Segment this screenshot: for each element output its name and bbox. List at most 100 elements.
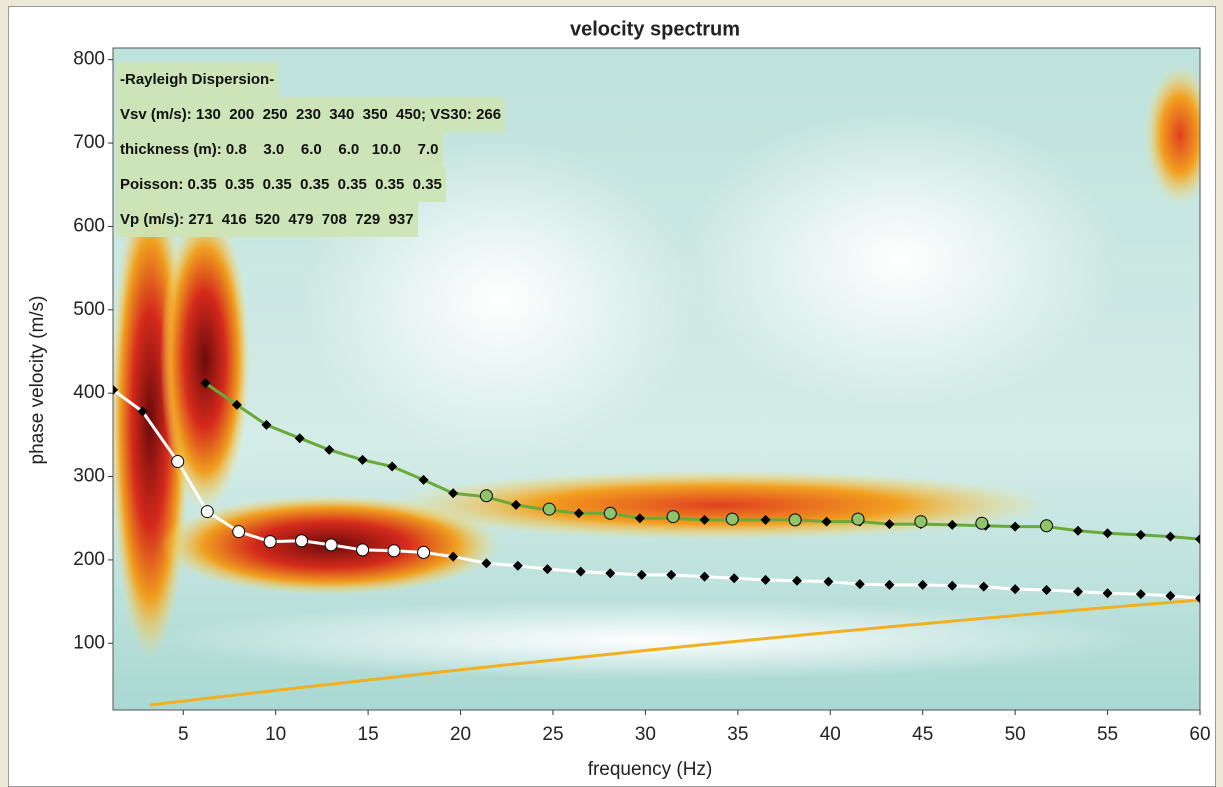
y-tick-label: 200 [73, 549, 105, 570]
diamond-marker [324, 444, 335, 455]
circle-marker [725, 512, 739, 526]
diamond-marker [418, 474, 429, 485]
diamond-marker [729, 573, 740, 584]
diamond-marker [357, 454, 368, 465]
diamond-marker [387, 461, 398, 472]
diamond-marker [231, 399, 242, 410]
diamond-marker [1041, 584, 1052, 595]
diamond-marker [791, 575, 802, 586]
diamond-marker [1010, 521, 1021, 532]
x-tick-label: 30 [635, 724, 656, 745]
diamond-marker [137, 406, 148, 417]
diamond-marker [699, 571, 710, 582]
diamond-marker [575, 566, 586, 577]
diamond-marker [512, 560, 523, 571]
circle-marker [542, 502, 556, 516]
x-tick-label: 50 [1005, 724, 1026, 745]
diamond-marker [511, 499, 522, 510]
diamond-marker [823, 576, 834, 587]
diamond-marker [821, 516, 832, 527]
diamond-marker [634, 513, 645, 524]
y-tick-label: 100 [73, 632, 105, 653]
diamond-marker [1072, 586, 1083, 597]
info-line: Vsv (m/s): 130 200 250 230 340 350 450; … [116, 97, 506, 132]
info-line: -Rayleigh Dispersion- [116, 62, 279, 97]
diamond-marker [1072, 525, 1083, 536]
diamond-marker [978, 581, 989, 592]
diamond-marker [605, 568, 616, 579]
circle-marker [666, 510, 680, 524]
circle-marker [1040, 519, 1054, 533]
diamond-marker [294, 433, 305, 444]
diamond-marker [200, 378, 211, 389]
diamond-marker [542, 564, 553, 575]
y-tick-label: 500 [73, 299, 105, 320]
diamond-marker [448, 551, 459, 562]
circle-marker [171, 455, 185, 469]
x-tick-label: 40 [820, 724, 841, 745]
y-tick-label: 300 [73, 466, 105, 487]
plot-frame [112, 47, 1201, 711]
circle-marker [851, 512, 865, 526]
x-tick-label: 45 [912, 724, 933, 745]
info-line: thickness (m): 0.8 3.0 6.0 6.0 10.0 7.0 [116, 132, 443, 167]
circle-marker [975, 516, 989, 530]
x-tick-label: 10 [265, 724, 286, 745]
diamond-marker [1195, 593, 1200, 604]
x-axis-label: frequency (Hz) [588, 759, 713, 780]
circle-marker [295, 534, 309, 548]
diamond-marker [1135, 529, 1146, 540]
diamond-marker [947, 580, 958, 591]
circle-marker [387, 544, 401, 558]
y-tick-label: 400 [73, 382, 105, 403]
diamond-marker [854, 579, 865, 590]
diamond-marker [947, 519, 958, 530]
x-tick-label: 35 [727, 724, 748, 745]
circle-marker [603, 506, 617, 520]
diamond-marker [884, 519, 895, 530]
diamond-marker [261, 419, 272, 430]
circle-marker [356, 543, 370, 557]
diamond-marker [1165, 531, 1176, 542]
circle-marker [914, 515, 928, 529]
diamond-marker [884, 579, 895, 590]
diamond-marker [760, 574, 771, 585]
info-line: Poisson: 0.35 0.35 0.35 0.35 0.35 0.35 0… [116, 167, 446, 202]
diamond-marker [1010, 584, 1021, 595]
y-axis-label: phase velocity (m/s) [27, 296, 48, 465]
y-tick-label: 800 [73, 49, 105, 70]
circle-marker [479, 489, 493, 503]
diamond-marker [666, 569, 677, 580]
info-line: Vp (m/s): 271 416 520 479 708 729 937 [116, 202, 418, 237]
circle-marker [232, 525, 246, 539]
x-tick-label: 15 [358, 724, 379, 745]
diamond-marker [481, 558, 492, 569]
x-tick-label: 20 [450, 724, 471, 745]
diamond-marker [699, 514, 710, 525]
curves [113, 378, 1200, 604]
y-tick-label: 700 [73, 132, 105, 153]
chart-title: velocity spectrum [570, 18, 740, 40]
diamond-marker [573, 508, 584, 519]
circle-marker [263, 535, 277, 549]
diamond-marker [1135, 589, 1146, 600]
circle-marker [417, 545, 431, 559]
model-info: -Rayleigh Dispersion- Vsv (m/s): 130 200 … [116, 62, 506, 237]
diamond-marker [1165, 590, 1176, 601]
x-tick-label: 5 [178, 724, 189, 745]
x-tick-label: 25 [542, 724, 563, 745]
diamond-marker [636, 569, 647, 580]
diamond-marker [917, 579, 928, 590]
x-tick-label: 55 [1097, 724, 1118, 745]
x-tick-label: 60 [1189, 724, 1210, 745]
diamond-marker [760, 514, 771, 525]
circle-marker [788, 513, 802, 527]
diamond-marker [113, 384, 118, 395]
diamond-marker [448, 488, 459, 499]
circle-marker [200, 505, 214, 519]
diamond-marker [1102, 528, 1113, 539]
circle-marker [324, 538, 338, 552]
diamond-marker [1195, 534, 1200, 545]
y-tick-label: 600 [73, 215, 105, 236]
